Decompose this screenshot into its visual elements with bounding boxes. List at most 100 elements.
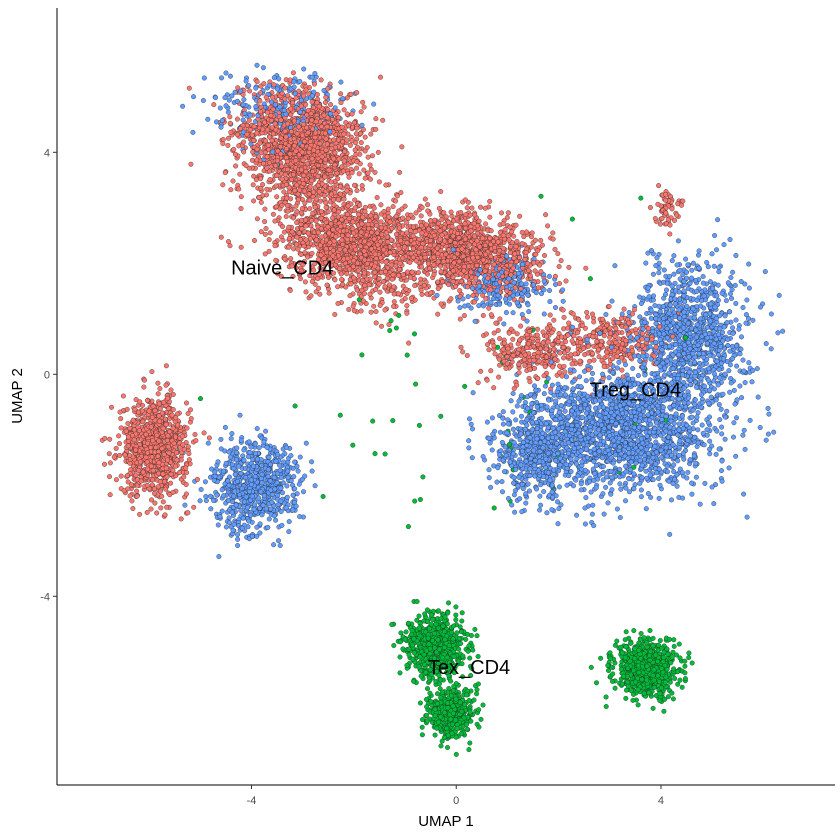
cell-point [623, 629, 629, 635]
cell-point [301, 66, 307, 72]
cell-point [457, 305, 463, 311]
cell-point [417, 700, 423, 706]
cell-point [322, 100, 328, 105]
cell-point [277, 543, 283, 548]
cell-point [249, 157, 255, 163]
cell-point [489, 447, 495, 453]
cell-point [591, 523, 597, 529]
cell-point [277, 462, 283, 468]
cell-point [750, 317, 756, 323]
cell-point [689, 660, 695, 666]
cell-point [260, 65, 266, 71]
cell-point [685, 469, 691, 475]
cell-point [547, 299, 553, 304]
cell-point [464, 353, 470, 358]
cell-point [402, 203, 408, 209]
cell-point [650, 705, 656, 711]
cell-point [296, 481, 302, 487]
cell-point [322, 193, 327, 199]
cell-point [370, 153, 375, 159]
cell-point [689, 491, 695, 497]
cell-point [152, 491, 157, 496]
cell-point [486, 467, 492, 473]
cell-point [488, 484, 494, 490]
cell-point [190, 129, 196, 135]
cell-point [537, 493, 543, 499]
cell-point [684, 303, 690, 309]
cell-point [257, 140, 263, 146]
cell-point [373, 287, 379, 292]
cell-point [470, 426, 475, 432]
cell-point [331, 197, 337, 203]
cell-point [312, 483, 318, 489]
cell-point [453, 604, 459, 610]
cell-point [486, 435, 492, 441]
cell-point [560, 298, 566, 304]
cell-point [556, 264, 562, 269]
cell-point [518, 393, 524, 399]
cell-point [590, 370, 595, 376]
cell-point [186, 85, 192, 91]
cell-point [416, 613, 422, 619]
cell-point [489, 415, 495, 421]
cell-point [497, 316, 503, 322]
cell-point [337, 184, 343, 190]
cell-point [468, 421, 474, 427]
cell-point [671, 637, 677, 643]
cell-point [376, 281, 382, 287]
cell-point [684, 475, 690, 481]
cell-point [673, 342, 679, 348]
cell-point [203, 494, 209, 499]
cell-point [718, 406, 724, 412]
cell-point [207, 493, 213, 499]
cell-point [370, 418, 376, 424]
cell-point [263, 428, 269, 434]
cell-point [287, 287, 293, 293]
cell-point [208, 506, 214, 512]
cell-point [215, 522, 221, 528]
cell-point [247, 88, 253, 94]
cell-point [743, 312, 749, 318]
cell-point [650, 271, 656, 277]
cell-point [378, 202, 384, 208]
cell-point [481, 303, 486, 309]
cell-point [215, 459, 221, 465]
cell-point [704, 260, 710, 265]
cell-point [740, 305, 746, 310]
cell-point [261, 81, 267, 87]
cell-point [547, 288, 552, 293]
cell-point [385, 206, 391, 212]
cell-point [203, 498, 209, 504]
cell-point [326, 290, 332, 296]
cell-point [219, 487, 225, 493]
cell-point [235, 536, 241, 542]
cell-point [617, 466, 623, 472]
cell-point [412, 331, 417, 337]
cell-point [696, 248, 702, 254]
cell-point [711, 263, 717, 269]
cell-point [762, 269, 768, 275]
cell-point [695, 410, 701, 416]
cell-point [361, 104, 367, 110]
cell-point [295, 246, 301, 252]
cell-point [425, 686, 430, 692]
cell-point [546, 273, 552, 279]
cell-point [164, 504, 170, 510]
cell-point [448, 209, 454, 215]
cell-point [102, 435, 108, 441]
cell-point [413, 210, 419, 216]
cell-point [550, 230, 556, 236]
cell-point [262, 206, 268, 212]
cell-point [284, 494, 290, 500]
cell-point [186, 457, 192, 463]
cell-point [600, 477, 606, 483]
cell-point [716, 402, 722, 408]
cell-point [707, 279, 713, 285]
cell-point [766, 411, 772, 417]
cell-point [117, 441, 122, 447]
cell-point [669, 690, 675, 696]
cell-point [313, 289, 319, 295]
cell-point [484, 419, 490, 425]
cell-point [544, 333, 549, 339]
cell-point [707, 438, 713, 444]
